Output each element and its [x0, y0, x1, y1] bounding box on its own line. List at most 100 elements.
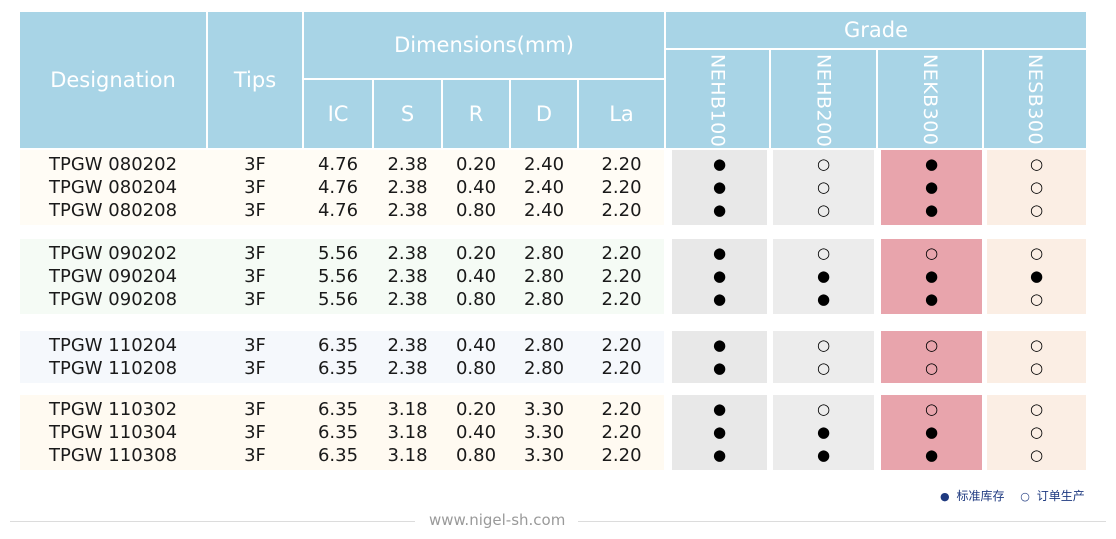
- table-cell-r: 0.20: [455, 399, 497, 420]
- table-cell-tips: 3F: [244, 154, 266, 175]
- table-cell-d: 2.40: [523, 154, 565, 175]
- stock-dot-icon: ●: [924, 155, 939, 173]
- table-cell-la: 2.20: [601, 200, 642, 221]
- table-cell-d: 2.80: [523, 289, 565, 310]
- table-cell-d: 2.80: [523, 358, 565, 379]
- table-cell-ic: 5.56: [317, 243, 359, 264]
- stock-dot-icon: ●: [712, 178, 727, 196]
- table-cell-tips: 3F: [244, 399, 266, 420]
- order-circle-icon: ○: [816, 359, 831, 377]
- table-cell-la: 2.20: [601, 445, 642, 466]
- header-grade-nehb200: NEHB200: [771, 50, 876, 148]
- table-cell-tips: 3F: [244, 200, 266, 221]
- group-background: [20, 150, 664, 225]
- grade-cell-background: [987, 395, 1086, 470]
- table-cell-designation: TPGW 110208: [48, 358, 178, 379]
- header-dim-s: S: [374, 80, 441, 148]
- header-dimensions: Dimensions(mm): [304, 12, 664, 78]
- header-dim-la: La: [579, 80, 664, 148]
- stock-dot-icon: ●: [712, 244, 727, 262]
- table-cell-designation: TPGW 080204: [48, 177, 178, 198]
- grade-cell-background: [672, 331, 767, 383]
- table-cell-designation: TPGW 080208: [48, 200, 178, 221]
- stock-dot-icon: ●: [712, 400, 727, 418]
- table-cell-d: 3.30: [523, 422, 565, 443]
- order-circle-icon: ○: [1029, 201, 1044, 219]
- stock-dot-icon: ●: [816, 423, 831, 441]
- order-circle-icon: ○: [1029, 178, 1044, 196]
- footer-divider-left: [10, 521, 415, 522]
- table-cell-designation: TPGW 110304: [48, 422, 178, 443]
- table-cell-s: 3.18: [387, 422, 428, 443]
- stock-dot-icon: ●: [712, 423, 727, 441]
- table-cell-d: 3.30: [523, 399, 565, 420]
- table-cell-tips: 3F: [244, 177, 266, 198]
- table-cell-s: 2.38: [387, 289, 428, 310]
- grade-cell-background: [773, 331, 874, 383]
- header-grade-nekb300: NEKB300: [878, 50, 982, 148]
- grade-cell-background: [881, 331, 982, 383]
- table-cell-ic: 4.76: [317, 177, 359, 198]
- footer-divider-right: [578, 521, 1106, 522]
- order-circle-icon: ○: [1029, 423, 1044, 441]
- table-cell-s: 3.18: [387, 399, 428, 420]
- stock-dot-icon: ●: [924, 178, 939, 196]
- table-cell-d: 2.80: [523, 243, 565, 264]
- stock-dot-icon: ●: [924, 423, 939, 441]
- table-cell-tips: 3F: [244, 289, 266, 310]
- grade-cell-background: [672, 239, 767, 314]
- table-cell-designation: TPGW 110308: [48, 445, 178, 466]
- table-cell-s: 2.38: [387, 177, 428, 198]
- table-cell-d: 2.40: [523, 200, 565, 221]
- stock-dot-icon: ●: [712, 446, 727, 464]
- table-cell-la: 2.20: [601, 422, 642, 443]
- table-cell-tips: 3F: [244, 243, 266, 264]
- grade-cell-background: [672, 150, 767, 225]
- table-cell-ic: 4.76: [317, 154, 359, 175]
- header-designation: Designation: [20, 12, 206, 148]
- table-cell-s: 2.38: [387, 243, 428, 264]
- table-cell-ic: 6.35: [317, 335, 359, 356]
- order-circle-icon: ○: [816, 155, 831, 173]
- table-cell-la: 2.20: [601, 358, 642, 379]
- stock-dot-icon: ●: [712, 201, 727, 219]
- grade-cell-background: [773, 395, 874, 470]
- grade-cell-background: [881, 150, 982, 225]
- group-background: [20, 239, 664, 314]
- table-cell-r: 0.40: [455, 266, 497, 287]
- table-cell-designation: TPGW 090202: [48, 243, 178, 264]
- stock-dot-icon: ●: [816, 446, 831, 464]
- table-cell-r: 0.40: [455, 422, 497, 443]
- legend-hollow-symbol: ○: [1020, 490, 1030, 503]
- table-cell-tips: 3F: [244, 335, 266, 356]
- order-circle-icon: ○: [816, 201, 831, 219]
- order-circle-icon: ○: [1029, 290, 1044, 308]
- table-cell-r: 0.40: [455, 177, 497, 198]
- table-cell-designation: TPGW 090204: [48, 266, 178, 287]
- header-dim-d: D: [511, 80, 577, 148]
- order-circle-icon: ○: [1029, 359, 1044, 377]
- table-cell-ic: 5.56: [317, 266, 359, 287]
- table-cell-tips: 3F: [244, 422, 266, 443]
- order-circle-icon: ○: [924, 244, 939, 262]
- table-cell-r: 0.20: [455, 243, 497, 264]
- order-circle-icon: ○: [924, 400, 939, 418]
- order-circle-icon: ○: [924, 336, 939, 354]
- table-cell-ic: 6.35: [317, 445, 359, 466]
- table-cell-s: 2.38: [387, 358, 428, 379]
- grade-cell-background: [881, 395, 982, 470]
- stock-dot-icon: ●: [712, 336, 727, 354]
- table-cell-la: 2.20: [601, 243, 642, 264]
- table-cell-s: 3.18: [387, 445, 428, 466]
- table-cell-d: 3.30: [523, 445, 565, 466]
- order-circle-icon: ○: [816, 244, 831, 262]
- table-cell-r: 0.40: [455, 335, 497, 356]
- legend-filled-symbol: ●: [940, 490, 950, 503]
- header-dim-r: R: [443, 80, 509, 148]
- table-cell-r: 0.80: [455, 358, 497, 379]
- grade-cell-background: [773, 150, 874, 225]
- table-cell-d: 2.80: [523, 335, 565, 356]
- order-circle-icon: ○: [924, 359, 939, 377]
- table-cell-la: 2.20: [601, 335, 642, 356]
- stock-dot-icon: ●: [1029, 267, 1044, 285]
